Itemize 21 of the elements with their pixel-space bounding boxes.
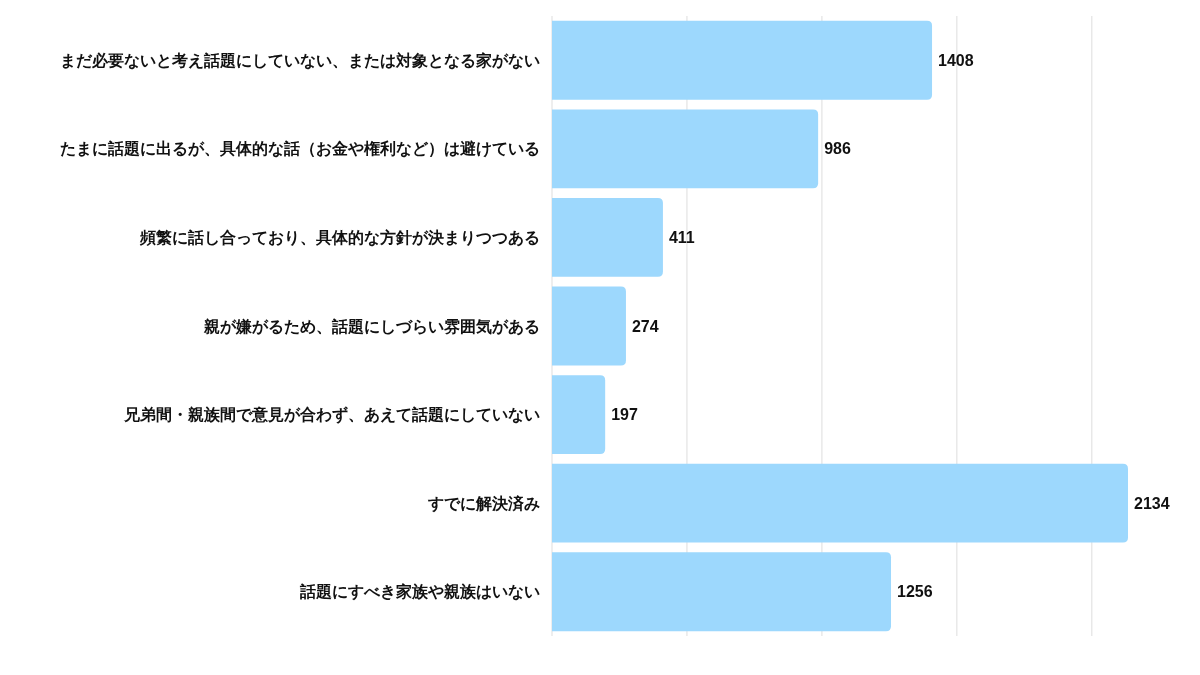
data-label: 274 [631,317,659,335]
data-label: 2134 [1134,494,1170,512]
bar [552,286,626,366]
bar [552,20,933,100]
bar [552,198,663,277]
y-tick-label: 話題にすべき家族や親族はいない [299,582,540,602]
y-tick-label: 親が嫌がるため、話題にしづらい雰囲気がある [203,317,540,336]
y-tick-label: まだ必要ないと考え話題にしていない、または対象となる家がない [60,50,540,70]
data-label: 986 [824,140,851,158]
data-label: 411 [668,228,695,246]
data-label: 197 [611,406,638,424]
bar [552,109,819,189]
bar [552,463,1128,543]
y-tick-label: 兄弟間・親族間で意見が合わず、あえて話題にしていない [123,406,540,425]
data-label: 1408 [938,51,974,69]
y-tick-label: すでに解決済み [427,494,540,513]
y-tick-label: 頻繁に話し合っており、具体的な方針が決まりつつある [139,227,540,247]
bar [552,375,606,454]
y-tick-label: たまに話題に出るが、具体的な話（お金や権利など）は避けている [60,140,540,159]
data-label: 1256 [897,583,933,601]
bar [552,552,892,632]
